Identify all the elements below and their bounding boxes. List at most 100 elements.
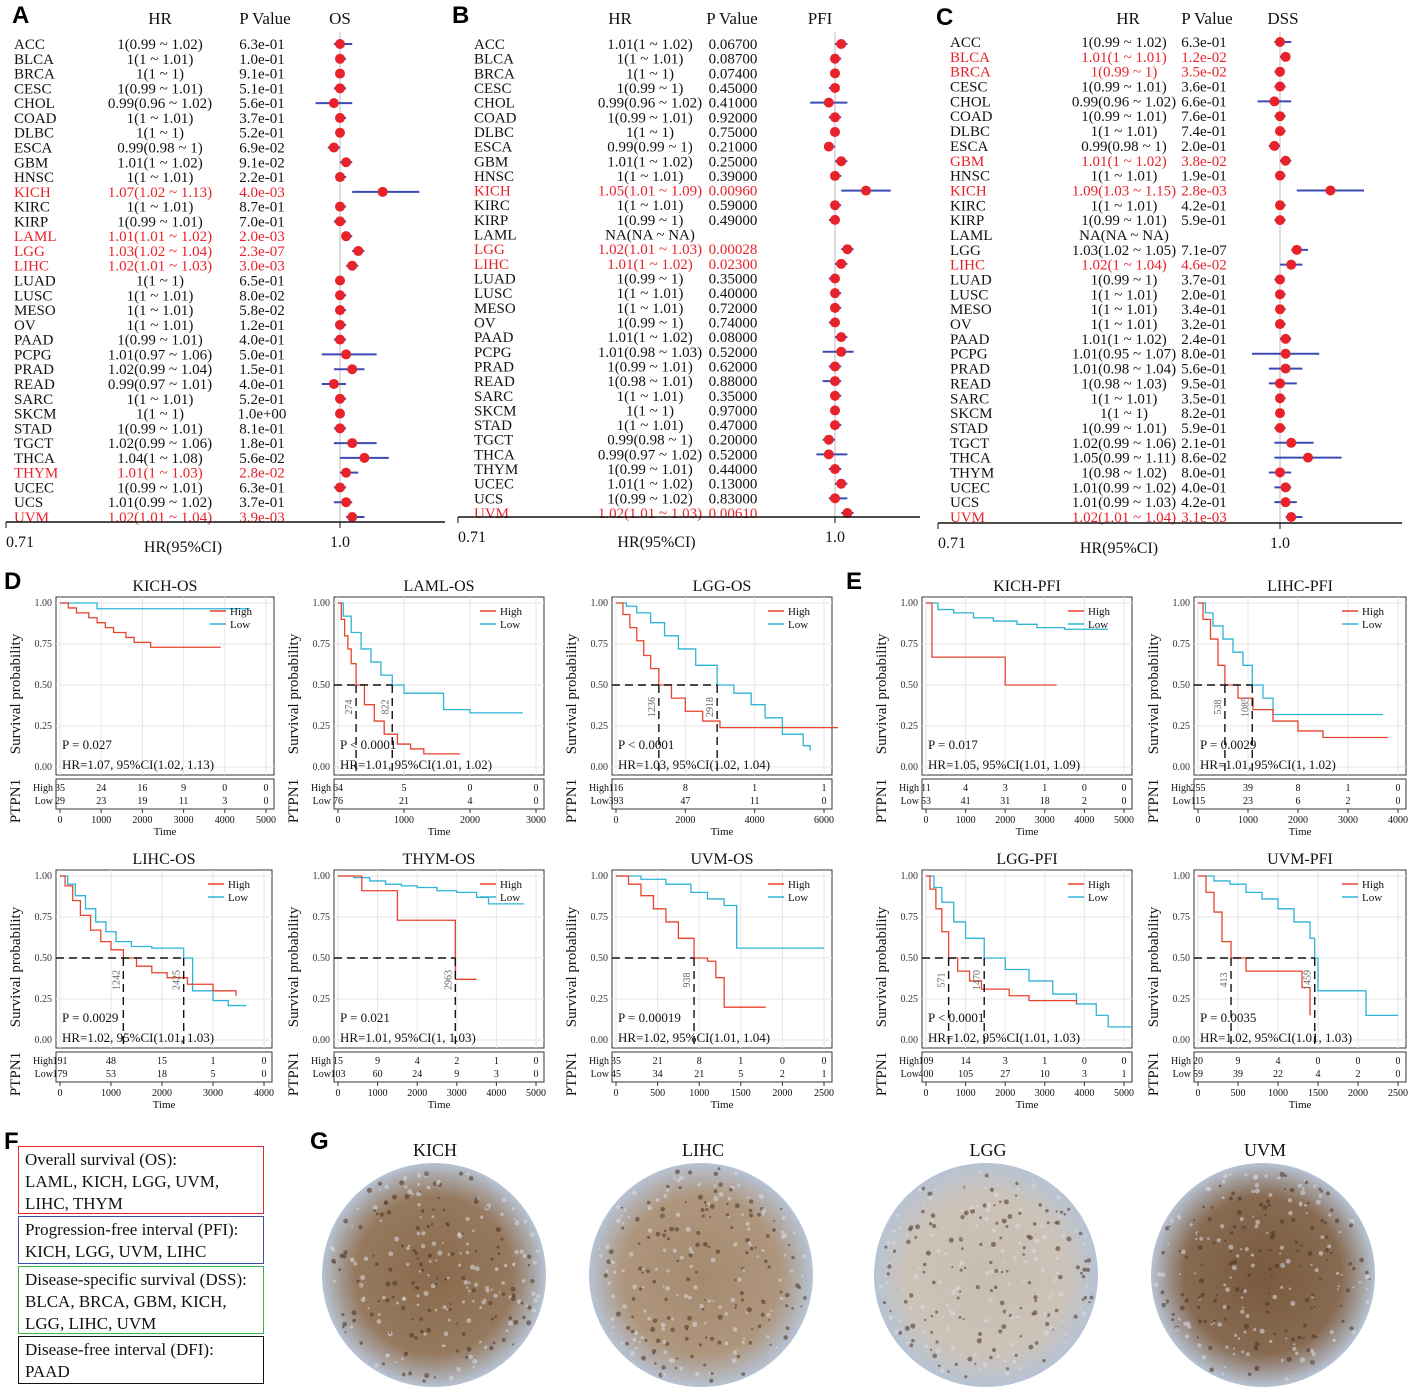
ihc-texture xyxy=(495,1226,501,1233)
risk-row-label: High xyxy=(311,1056,331,1067)
ihc-texture xyxy=(737,1277,742,1282)
hr-value: 1(0.99 ~ 1) xyxy=(1091,273,1158,289)
p-value: 2.0e-01 xyxy=(1181,139,1226,155)
ihc-texture xyxy=(1069,1303,1072,1307)
cancer-label: KICH xyxy=(14,185,51,201)
risk-count-low: 31 xyxy=(1000,796,1010,807)
risk-count-low: 45 xyxy=(611,1069,621,1080)
ihc-texture xyxy=(1269,1234,1275,1240)
header-hr: HR xyxy=(148,9,172,28)
risk-row-label: High xyxy=(899,783,919,794)
ihc-texture xyxy=(435,1259,438,1262)
ihc-texture xyxy=(984,1216,989,1221)
cancer-label: KIRC xyxy=(474,198,510,214)
ihc-texture xyxy=(1240,1309,1245,1314)
ihc-texture xyxy=(522,1253,527,1258)
ihc-texture xyxy=(1018,1366,1023,1371)
risk-count-low: 3 xyxy=(222,796,227,807)
ihc-texture xyxy=(615,1311,622,1317)
ihc-texture xyxy=(1304,1204,1307,1207)
cancer-label: CHOL xyxy=(950,94,991,110)
ihc-texture xyxy=(1224,1317,1228,1321)
ihc-texture xyxy=(652,1279,657,1284)
ihc-texture xyxy=(662,1233,666,1238)
cancer-label: STAD xyxy=(14,421,52,437)
ihc-texture xyxy=(1187,1324,1192,1329)
ihc-texture xyxy=(631,1297,636,1301)
ihc-texture xyxy=(710,1372,714,1375)
hr-point xyxy=(1280,348,1291,359)
ihc-texture xyxy=(923,1330,927,1334)
y-tick-label: 0.25 xyxy=(313,994,331,1005)
km-title: THYM-OS xyxy=(403,851,476,868)
median-label: 2918 xyxy=(705,697,716,717)
risk-count-low: 21 xyxy=(399,796,409,807)
x-tick-label: 3000 xyxy=(174,815,194,826)
x-tick-label: 4000 xyxy=(1074,1088,1094,1099)
y-tick-label: 1.00 xyxy=(591,871,609,882)
hr-point xyxy=(842,244,853,255)
ihc-texture xyxy=(1325,1235,1329,1239)
ihc-texture xyxy=(331,1258,336,1264)
risk-axis-title: PTPN1 xyxy=(8,1052,24,1096)
ihc-texture xyxy=(1196,1232,1200,1236)
ihc-texture xyxy=(329,1245,335,1251)
cancer-label: THYM xyxy=(474,462,518,478)
x-tick-label: 1000 xyxy=(101,1088,121,1099)
ihc-texture xyxy=(471,1288,476,1293)
p-value: 0.08000 xyxy=(709,330,758,346)
hr-point xyxy=(823,449,834,460)
ihc-texture xyxy=(431,1241,437,1246)
ihc-texture xyxy=(1318,1187,1322,1191)
median-label: 2425 xyxy=(172,970,183,990)
risk-count-high: 15 xyxy=(333,1056,343,1067)
legend-line: Progression-free interval (PFI): xyxy=(25,1220,239,1239)
ihc-texture xyxy=(663,1194,668,1199)
cancer-label: UCS xyxy=(474,491,503,507)
risk-count-high: 0 xyxy=(780,1056,785,1067)
risk-row-label: High xyxy=(33,783,53,794)
ihc-texture xyxy=(443,1344,447,1347)
ihc-texture xyxy=(746,1307,752,1313)
ihc-texture xyxy=(998,1329,1003,1334)
ihc-texture xyxy=(969,1205,975,1210)
ihc-texture xyxy=(466,1346,472,1352)
ihc-texture xyxy=(1310,1359,1316,1365)
p-value: 6.5e-01 xyxy=(239,274,284,290)
ihc-texture xyxy=(1243,1324,1249,1330)
ihc-texture xyxy=(994,1268,999,1274)
p-value: 4.0e-01 xyxy=(1181,480,1226,496)
ihc-texture xyxy=(416,1231,421,1236)
ihc-texture xyxy=(507,1320,514,1326)
ihc-texture xyxy=(501,1281,506,1285)
ihc-texture xyxy=(733,1242,738,1247)
p-value: 3.0e-03 xyxy=(239,259,284,275)
y-tick-label: 0.00 xyxy=(35,1035,53,1046)
ihc-texture xyxy=(388,1331,392,1334)
ihc-texture xyxy=(1280,1358,1284,1362)
ihc-texture xyxy=(948,1237,954,1243)
ihc-texture xyxy=(1228,1244,1234,1250)
ihc-texture xyxy=(890,1248,894,1253)
ihc-texture xyxy=(923,1203,926,1206)
ihc-texture xyxy=(795,1283,800,1288)
ihc-texture xyxy=(386,1210,392,1215)
risk-count-low: 27 xyxy=(1000,1069,1010,1080)
hr-value: 1.01(1 ~ 1.02) xyxy=(1081,332,1167,348)
ihc-texture xyxy=(802,1254,807,1259)
x-tick-label: 1000 xyxy=(1238,815,1258,826)
risk-table-frame xyxy=(1193,1051,1407,1083)
y-tick-label: 0.25 xyxy=(901,721,919,732)
cancer-label: BLCA xyxy=(950,50,990,66)
ihc-texture xyxy=(505,1329,509,1333)
ihc-texture xyxy=(623,1208,627,1212)
p-value: 0.00610 xyxy=(709,506,758,522)
ihc-texture xyxy=(1056,1194,1062,1200)
ihc-texture xyxy=(661,1327,665,1331)
ihc-texture xyxy=(1364,1274,1370,1280)
ihc-texture xyxy=(678,1175,684,1181)
ihc-texture xyxy=(441,1241,444,1244)
ihc-texture xyxy=(982,1203,987,1208)
ihc-texture xyxy=(696,1230,701,1235)
ihc-texture xyxy=(1058,1291,1064,1297)
